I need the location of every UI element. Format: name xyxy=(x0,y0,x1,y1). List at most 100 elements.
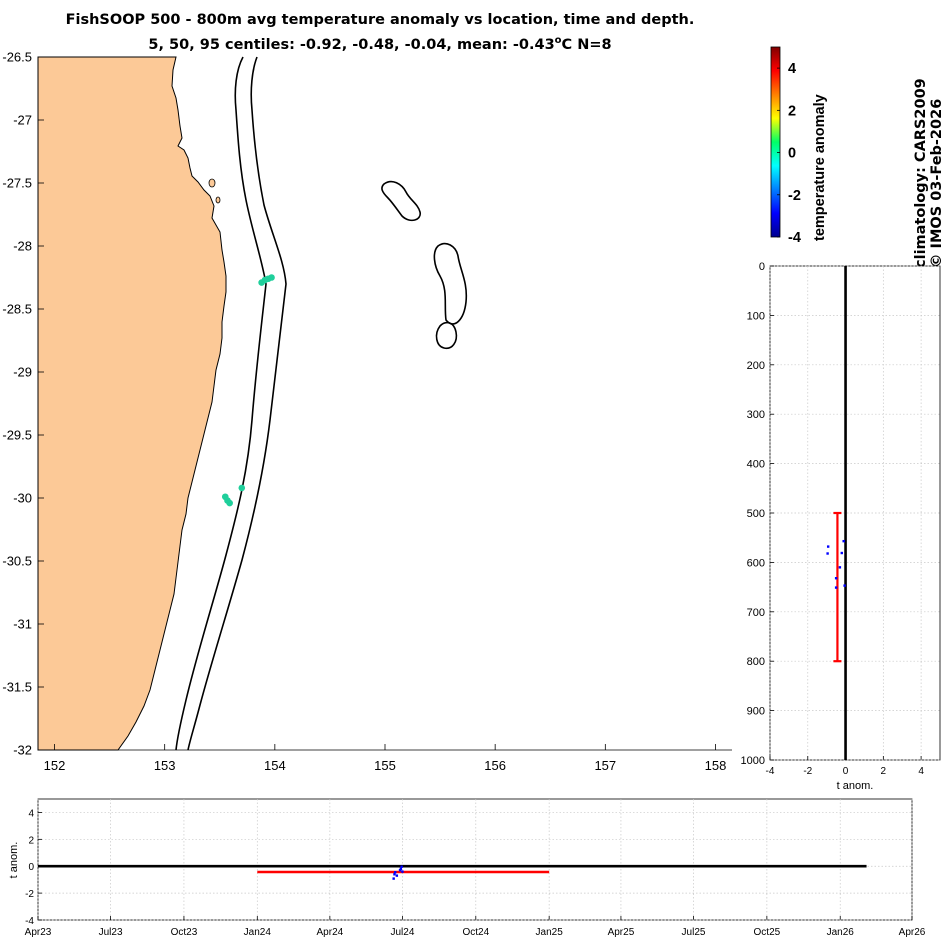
colorbar-tick-label: -2 xyxy=(788,188,801,204)
time-x-tick-label: Apr24 xyxy=(317,927,344,938)
time-y-tick-label: 4 xyxy=(28,808,34,819)
time-x-tick-label: Jul24 xyxy=(390,927,414,938)
time-sample-point xyxy=(394,871,397,874)
depth-sample-point xyxy=(826,545,830,548)
depth-x-tick-label: -2 xyxy=(803,766,812,777)
time-x-tick-label: Jul23 xyxy=(99,927,123,938)
map-y-tick-label: -26.5 xyxy=(2,50,32,65)
time-x-tick-label: Jul25 xyxy=(682,927,706,938)
map-track-points xyxy=(221,274,275,507)
time-x-tick-label: Oct25 xyxy=(754,927,781,938)
time-sample-point xyxy=(395,874,399,877)
map-x-tick-label: 154 xyxy=(264,758,286,773)
depth-profile-panel: -4 -2 0 2 401002003004005006007008009001000 … xyxy=(741,261,941,792)
chart-title: FishSOOP 500 - 800m avg temperature anom… xyxy=(65,12,695,28)
map-y-tick-label: -30 xyxy=(13,491,32,506)
depth-y-tick-label: 400 xyxy=(747,459,765,471)
land-mass xyxy=(37,56,227,751)
depth-sample-point xyxy=(843,584,846,587)
depth-sample-point xyxy=(840,551,843,555)
depth-sample-point xyxy=(826,552,829,555)
time-sample-point xyxy=(399,867,403,871)
map-track-point xyxy=(238,484,246,492)
depth-xlabel: t anom. xyxy=(837,780,874,792)
time-y-tick-label: -4 xyxy=(25,916,34,927)
map-axes: 152 153 154 155 156 157 158 -26.5 -27 -27.5 -28 -28… xyxy=(2,50,732,773)
time-series-panel: Apr23 Jul23 Oct23 Jan24 Apr24 Jul24 Oct24 Jan25… xyxy=(8,798,926,938)
isobath-outer xyxy=(187,56,287,751)
depth-x-tick-label: -4 xyxy=(766,766,775,777)
time-sample-point xyxy=(400,865,403,868)
depth-marks xyxy=(826,266,847,760)
map-panel: 152 153 154 155 156 157 158 -26.5 -27 -27.5 -28 -28… xyxy=(2,50,732,773)
depth-y-tick-label: 700 xyxy=(747,607,765,619)
time-frame xyxy=(37,798,913,921)
map-y-tick-label: -28 xyxy=(13,239,32,254)
time-marks xyxy=(38,864,867,880)
map-track-point xyxy=(226,499,233,507)
depth-sample-point xyxy=(834,586,838,589)
depth-y-tick-label: 100 xyxy=(747,310,765,322)
time-x-tick-label: Apr23 xyxy=(25,927,52,938)
depth-y-tick-label: 0 xyxy=(759,261,765,273)
map-y-tick-label: -31.5 xyxy=(2,680,32,695)
isobath-inner xyxy=(175,56,267,751)
time-sample-point xyxy=(392,877,395,880)
colorbar-gradient xyxy=(770,46,781,238)
map-x-tick-label: 155 xyxy=(374,758,396,773)
seamount-3 xyxy=(435,321,458,350)
time-x-tick-label: Oct23 xyxy=(171,927,198,938)
time-x-tick-label: Oct24 xyxy=(462,927,489,938)
time-grid: Apr23 Jul23 Oct23 Jan24 Apr24 Jul24 Oct24 Jan25… xyxy=(25,799,926,938)
map-y-tick-label: -29.5 xyxy=(2,428,32,443)
map-y-tick-label: -27.5 xyxy=(2,176,32,191)
map-x-tick-label: 156 xyxy=(484,758,506,773)
depth-sample-point xyxy=(834,577,838,580)
time-x-tick-label: Jan24 xyxy=(244,927,272,938)
chart-subtitle: 5, 50, 95 centiles: -0.92, -0.48, -0.04,… xyxy=(148,35,612,53)
colorbar: 4 2 0 -2 -4 temperature anomaly xyxy=(770,46,828,246)
map-y-tick-label: -28.5 xyxy=(2,302,32,317)
map-x-tick-label: 153 xyxy=(154,758,176,773)
colorbar-tick-label: 2 xyxy=(788,103,796,119)
time-x-tick-label: Jan26 xyxy=(827,927,855,938)
depth-sample-point xyxy=(842,539,845,543)
time-x-tick-label: Apr25 xyxy=(608,927,635,938)
time-y-tick-label: 0 xyxy=(28,862,34,873)
depth-y-tick-label: 600 xyxy=(747,557,765,569)
depth-grid: -4 -2 0 2 4 0 100 200 300 400 500 600 700 800 900 1000 xyxy=(741,261,940,777)
map-x-tick-label: 152 xyxy=(44,758,66,773)
time-y-tick-label: 2 xyxy=(28,835,34,846)
colorbar-tick-label: 0 xyxy=(788,146,796,162)
time-ylabel: t anom. xyxy=(8,842,20,879)
map-y-tick-label: -27 xyxy=(13,113,32,128)
depth-x-tick-label: 0 xyxy=(843,766,849,777)
depth-x-tick-label: 2 xyxy=(881,766,887,777)
time-x-tick-label: Jan25 xyxy=(536,927,564,938)
colorbar-tick-label: 4 xyxy=(788,61,796,77)
colorbar-ticks: 4 2 0 -2 -4 xyxy=(777,61,801,246)
time-y-tick-label: -2 xyxy=(25,889,34,900)
depth-y-tick-label: 200 xyxy=(747,360,765,372)
map-y-tick-label: -32 xyxy=(13,743,32,758)
colorbar-tick-label: -4 xyxy=(788,230,801,246)
time-sample-point xyxy=(401,870,404,873)
depth-y-tick-label: 300 xyxy=(747,409,765,421)
depth-sample-point xyxy=(838,566,842,569)
map-track-point xyxy=(268,274,275,281)
map-y-tick-label: -30.5 xyxy=(2,554,32,569)
depth-y-tick-label: 500 xyxy=(747,508,765,520)
colorbar-label: temperature anomaly xyxy=(812,94,828,241)
seamount-2 xyxy=(433,242,468,325)
time-sample-point xyxy=(398,869,402,872)
depth-y-tick-label: 1000 xyxy=(741,755,765,767)
time-sample-point xyxy=(393,873,396,876)
seamount-1 xyxy=(381,180,421,222)
depth-y-tick-label: 900 xyxy=(747,706,765,718)
map-y-tick-label: -29 xyxy=(13,365,32,380)
map-x-tick-label: 157 xyxy=(594,758,616,773)
coastal-island xyxy=(215,196,221,204)
time-x-tick-label: Apr26 xyxy=(899,927,926,938)
